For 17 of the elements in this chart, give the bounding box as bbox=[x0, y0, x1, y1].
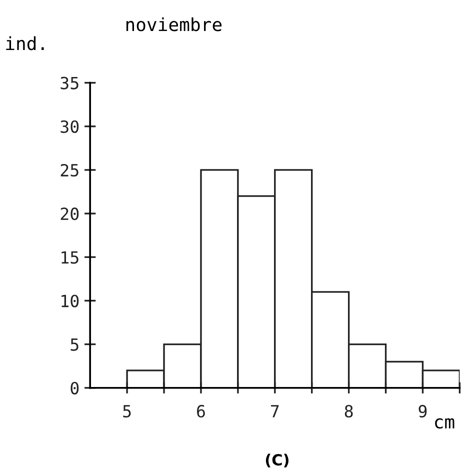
y-tick-label: 5 bbox=[70, 338, 78, 351]
chart-title: noviembre bbox=[126, 17, 222, 32]
y-tick-label: 35 bbox=[60, 76, 78, 90]
y-tick-label: 20 bbox=[60, 208, 79, 220]
y-tick-label: 10 bbox=[62, 294, 79, 308]
x-tick-label: 6 bbox=[197, 404, 205, 418]
x-tick-label: 7 bbox=[271, 405, 279, 418]
y-tick-label: 30 bbox=[60, 120, 79, 133]
text: (C) bbox=[266, 454, 288, 468]
x-tick-label: 8 bbox=[344, 404, 353, 418]
x-tick-label: 9 bbox=[418, 404, 427, 418]
y-axis-title: ind. bbox=[6, 36, 44, 50]
x-tick-label: 5 bbox=[123, 405, 131, 418]
y-tick-label: 25 bbox=[60, 164, 78, 177]
x-axis-title: cm bbox=[435, 418, 454, 429]
y-tick-label: 0 bbox=[70, 382, 79, 394]
y-tick-label: 15 bbox=[62, 251, 78, 264]
